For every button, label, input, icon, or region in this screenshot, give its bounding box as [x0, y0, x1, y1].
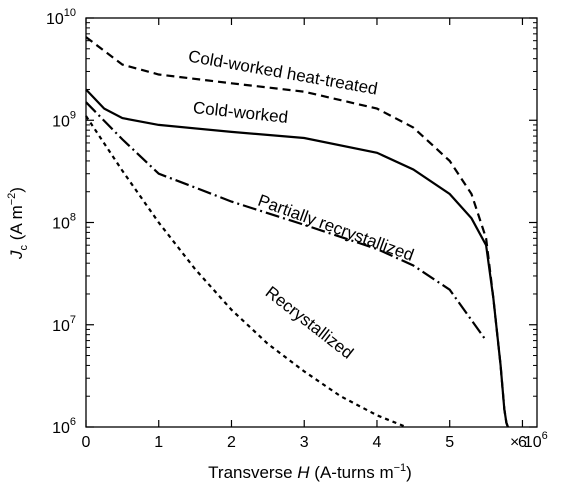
y-tick-label: 109 — [52, 109, 76, 130]
series-lines — [85, 36, 509, 429]
y-axis-title: Jc (A m−2) — [6, 187, 30, 260]
series-line-1 — [85, 36, 509, 428]
y-tick-label: 1010 — [46, 7, 76, 28]
curve-label-3: Partially recrystallized — [255, 191, 416, 265]
x-tick-label: 6 — [518, 434, 527, 451]
y-tick-label: 106 — [52, 416, 76, 437]
y-tick-label: 108 — [52, 212, 76, 233]
x-tick-label: 3 — [300, 434, 309, 451]
curve-label-2: Cold-worked — [192, 98, 289, 127]
x-tick-label: 4 — [373, 434, 382, 451]
curve-label-1: Cold-worked heat-treated — [187, 47, 379, 99]
x-axis-ticks: 0 1 2 3 4 5 6 — [82, 18, 527, 451]
series-line-4 — [85, 115, 407, 429]
x-tick-label: 1 — [154, 434, 163, 451]
x-axis-multiplier: × 106 — [510, 430, 548, 451]
x-tick-label: 2 — [227, 434, 236, 451]
x-axis-title: Transverse H (A-turns m−1) — [208, 462, 412, 482]
y-tick-label: 107 — [52, 314, 76, 335]
curve-label-4: Recrystallized — [262, 283, 357, 363]
y-axis-ticks: 106 107 108 109 1010 — [46, 7, 537, 437]
series-line-3 — [85, 101, 487, 342]
x-tick-label: 0 — [82, 434, 91, 451]
series-line-2 — [85, 88, 509, 428]
x-tick-label: 5 — [445, 434, 454, 451]
